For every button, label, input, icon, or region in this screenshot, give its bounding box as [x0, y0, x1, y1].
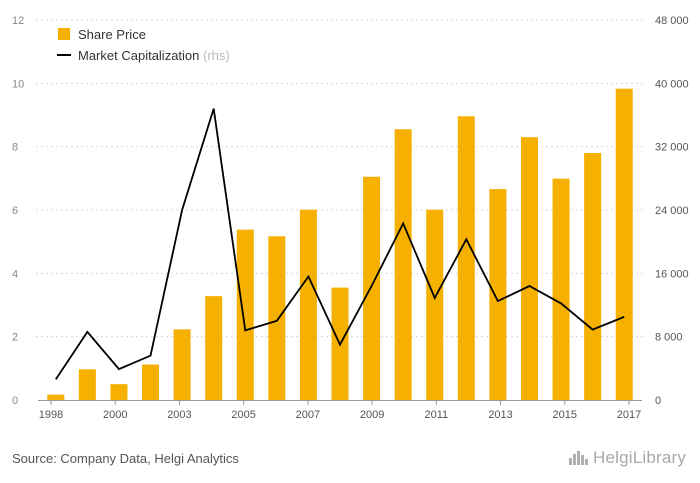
left-tick-label: 12 [12, 15, 24, 27]
share-price-bar [457, 116, 475, 401]
logo-text: HelgiLibrary [593, 448, 687, 467]
legend-swatch-share-price [58, 28, 70, 40]
right-tick-label: 32 000 [655, 142, 689, 154]
legend: Share Price Market Capitalization (rhs) [57, 27, 230, 63]
right-tick-label: 48 000 [655, 15, 689, 27]
share-price-bar [47, 394, 65, 400]
right-tick-label: 8 000 [655, 332, 683, 344]
share-price-bar [78, 369, 96, 400]
helgi-library-logo: HelgiLibrary [568, 448, 686, 468]
legend-rhs-suffix: (rhs) [203, 48, 230, 63]
x-tick-label: 2017 [617, 409, 641, 421]
share-price-bar [520, 137, 538, 400]
share-price-bar [236, 229, 254, 400]
right-tick-label: 40 000 [655, 78, 689, 90]
left-tick-label: 2 [12, 332, 18, 344]
x-tick-label: 2011 [425, 409, 449, 421]
share-price-bar [142, 364, 160, 400]
library-icon [569, 451, 588, 465]
left-tick-label: 4 [12, 268, 18, 280]
left-tick-label: 6 [12, 205, 18, 217]
x-tick-label: 2013 [488, 409, 512, 421]
share-price-bar [205, 296, 223, 400]
share-price-bars [47, 88, 633, 401]
share-price-bar [299, 209, 317, 400]
right-tick-label: 24 000 [655, 205, 689, 217]
source-note: Source: Company Data, Helgi Analytics [12, 451, 239, 466]
market-cap-series-line [55, 108, 625, 380]
legend-label-share-price: Share Price [78, 27, 146, 42]
right-tick-label: 16 000 [655, 268, 689, 280]
left-tick-label: 8 [12, 142, 18, 154]
x-tick-label: 1998 [39, 409, 63, 421]
x-tick-label: 2009 [360, 409, 384, 421]
left-axis: 0 2 4 6 8 10 12 [12, 15, 24, 407]
x-tick-label: 2007 [296, 409, 320, 421]
x-tick-label: 2003 [167, 409, 191, 421]
share-price-bar [615, 88, 633, 400]
share-price-bar [489, 189, 507, 400]
x-tick-label: 2000 [103, 409, 127, 421]
share-price-bar [173, 329, 191, 400]
x-tick-label: 2015 [553, 409, 577, 421]
x-tick-label: 2005 [231, 409, 255, 421]
share-price-bar [394, 129, 412, 400]
share-price-bar [552, 178, 570, 400]
share-price-bar [584, 153, 602, 400]
share-price-bar [363, 176, 381, 400]
right-axis: 0 8 000 16 000 24 000 32 000 40 000 48 000 [655, 15, 689, 407]
right-tick-label: 0 [655, 395, 661, 407]
share-price-bar [426, 209, 444, 400]
share-price-bar [268, 236, 286, 400]
market-cap-line [55, 108, 625, 380]
grid-lines [36, 19, 644, 338]
share-price-bar [110, 384, 128, 400]
left-tick-label: 10 [12, 78, 24, 90]
left-tick-label: 0 [12, 395, 18, 407]
legend-label-market-cap: Market Capitalization (rhs) [78, 48, 230, 63]
x-axis: 1998 2000 2003 2005 2007 2009 2011 2013 2015 2017 [38, 400, 642, 421]
